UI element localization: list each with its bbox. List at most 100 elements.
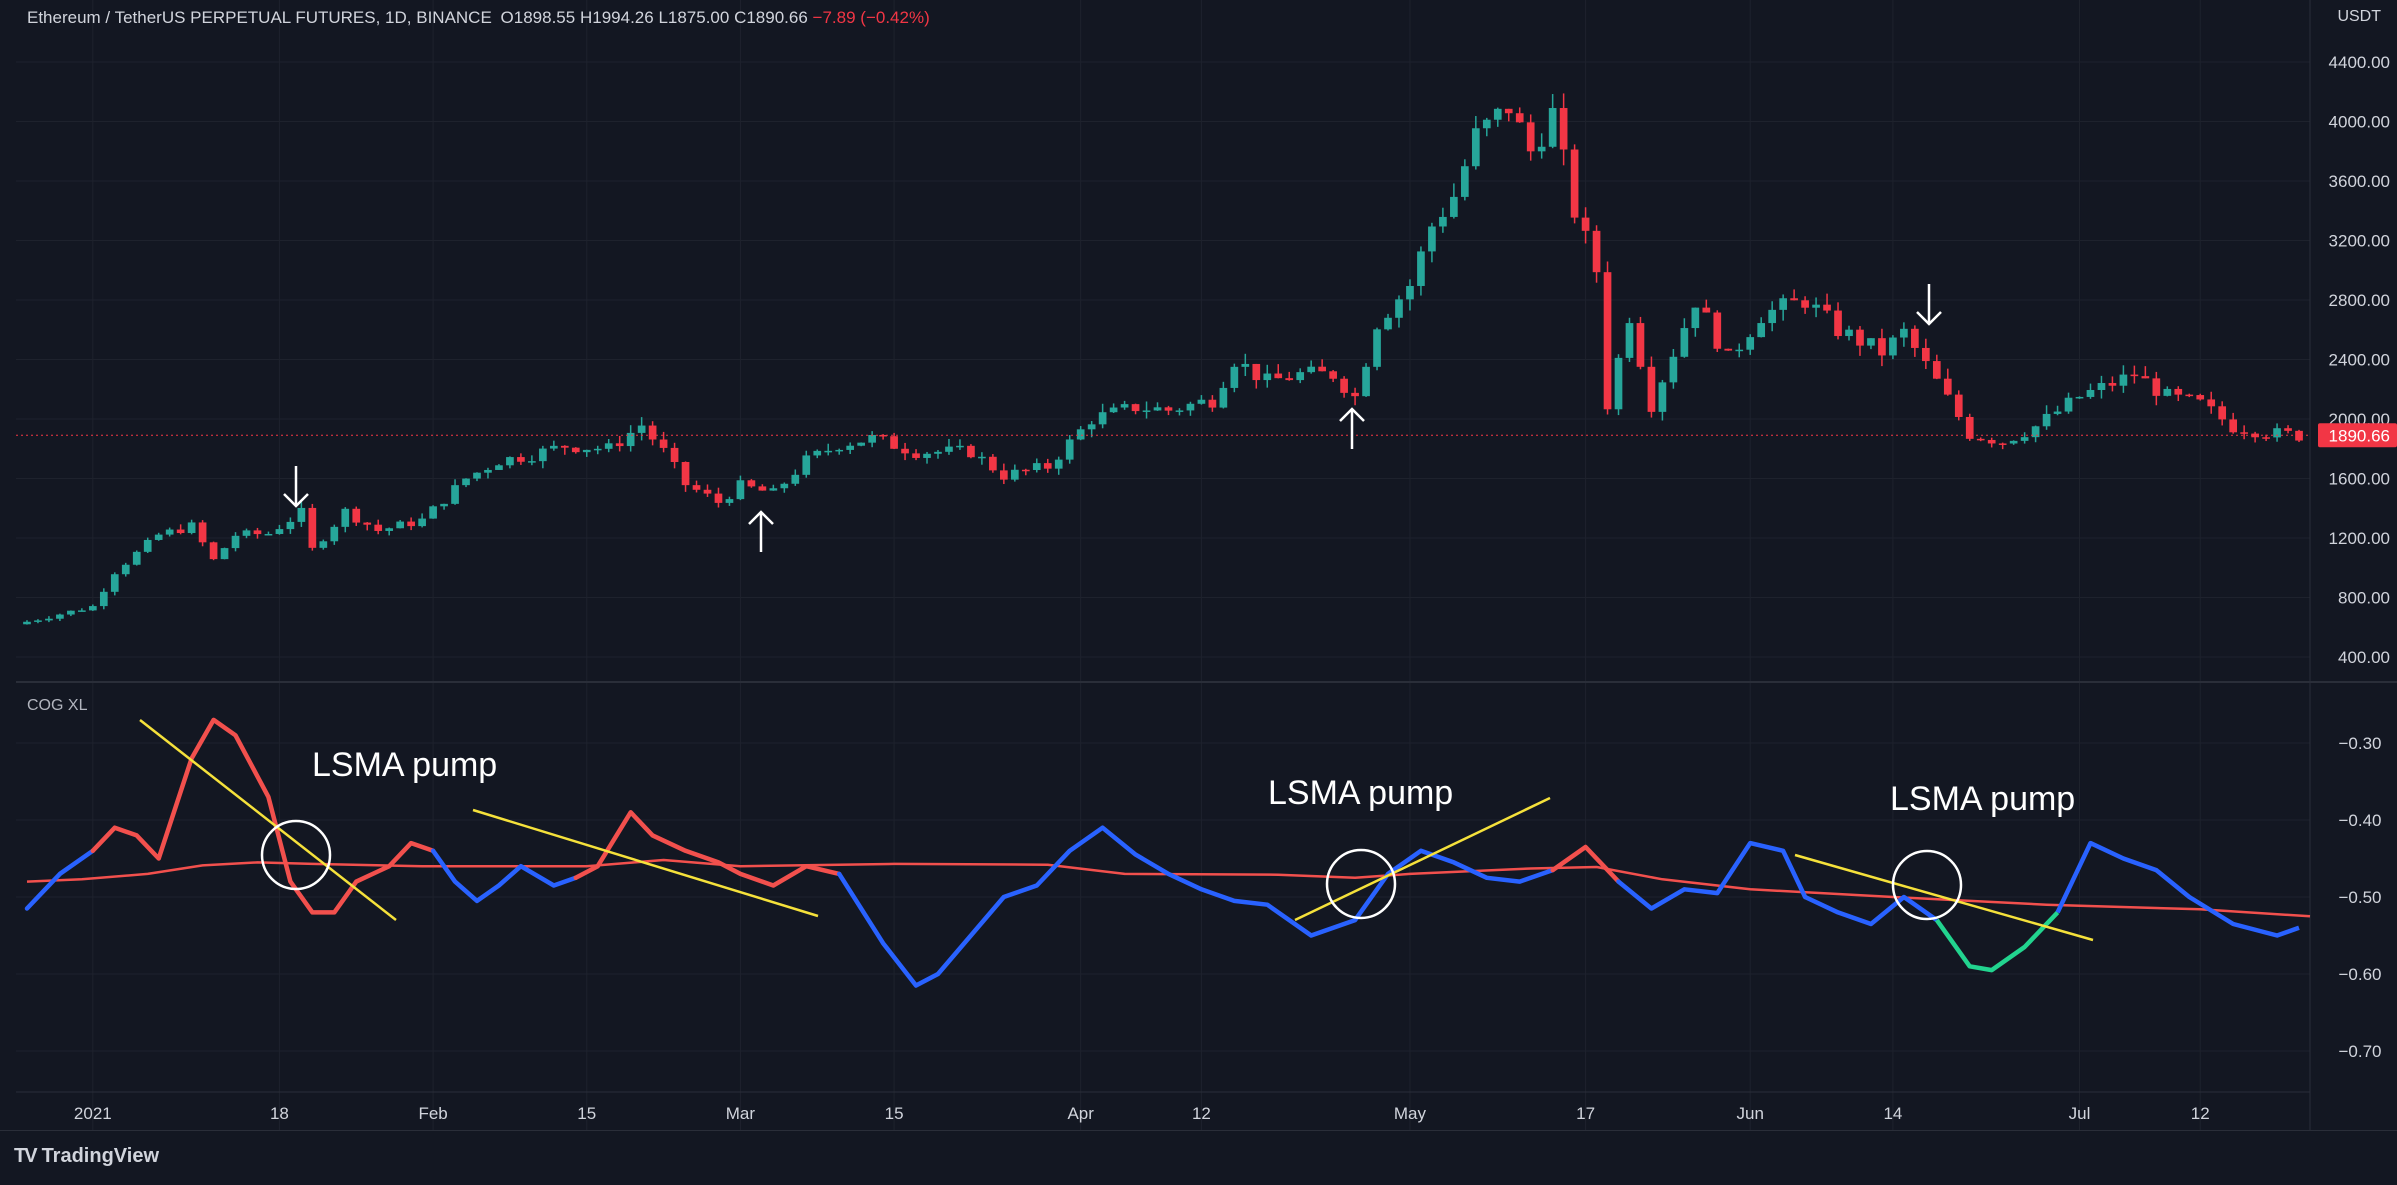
time-tick-label: Feb (418, 1104, 447, 1123)
candle-body (506, 457, 514, 466)
candle-body (1801, 300, 1809, 308)
arrow-down-head-icon (283, 493, 309, 508)
candle-body (1845, 329, 1853, 337)
candle-body (659, 439, 668, 448)
price-tick-label: 1200.00 (2329, 529, 2390, 548)
candle-body (407, 521, 415, 527)
candle-body (1318, 366, 1326, 372)
candle-body (1976, 438, 1985, 441)
cog-axis: −0.30 −0.40 −0.50 −0.60 −0.70 (2338, 734, 2381, 1061)
high-value: H1994.26 (579, 8, 654, 27)
candle-body (1702, 307, 1711, 313)
candle-body (1043, 463, 1052, 469)
candle-body (1603, 272, 1612, 410)
time-tick-label: 17 (1576, 1104, 1595, 1123)
candle-body (1746, 337, 1755, 350)
indicator-name[interactable]: COG XL (27, 697, 88, 714)
candle-body (165, 529, 174, 535)
candle-body (2086, 390, 2095, 397)
candle-body (143, 539, 152, 552)
candle-body (1921, 347, 1930, 362)
time-tick-label: Mar (726, 1104, 756, 1123)
candle-body (1735, 349, 1744, 352)
candle-body (1241, 363, 1250, 367)
candle-body (2284, 428, 2292, 431)
candle-body (890, 436, 898, 449)
candle-body (1395, 299, 1403, 318)
candle-body (802, 455, 811, 475)
candle-body (1000, 470, 1008, 480)
candle-body (1856, 329, 1864, 346)
candle-body (1943, 378, 1952, 395)
candle-body (615, 443, 624, 447)
cog-tick-label: −0.70 (2338, 1042, 2381, 1061)
candle-body (2064, 397, 2073, 412)
price-tick-label: 4000.00 (2329, 113, 2390, 132)
tradingview-logo-icon: TV (14, 1145, 38, 1167)
candle-body (912, 453, 920, 458)
candle-body (67, 610, 75, 615)
candle-body (286, 521, 295, 530)
candle-body (2207, 399, 2216, 407)
cog-tick-label: −0.60 (2338, 965, 2381, 984)
candle-body (2031, 426, 2040, 438)
candle-body (582, 449, 591, 453)
candle-body (2251, 433, 2259, 438)
candle-body (209, 542, 218, 560)
candle-body (692, 485, 701, 490)
cog-tick-label: −0.30 (2338, 734, 2381, 753)
candle-body (868, 434, 876, 443)
candle-body (2174, 388, 2183, 395)
cog-line-segment (24, 848, 96, 911)
tradingview-brand[interactable]: TV TradingView (14, 1145, 159, 1168)
candle-body (1131, 404, 1140, 412)
candle-body (1351, 392, 1359, 397)
candle-body (2020, 437, 2029, 441)
candle-body (978, 456, 986, 459)
candle-body (374, 524, 383, 531)
candle-body (418, 518, 426, 527)
cog-signal-line (26, 858, 2311, 918)
candle-body (88, 606, 97, 611)
candle-body (2229, 419, 2238, 433)
candle-body (1823, 304, 1831, 311)
candle-body (714, 493, 723, 503)
candle-body (1285, 378, 1294, 381)
candle-body (1515, 113, 1524, 123)
candle-body (352, 508, 361, 523)
candle-body (681, 462, 690, 486)
candle-body (275, 529, 284, 534)
candle-body (1109, 407, 1118, 413)
candle-body (451, 485, 459, 504)
candle-body (2075, 396, 2084, 399)
candle-body (1263, 373, 1272, 381)
candle-body (1724, 348, 1733, 351)
candle-body (2262, 437, 2270, 439)
candle-body (593, 448, 602, 451)
candle-body (1329, 371, 1337, 379)
candle-body (560, 445, 569, 448)
candle-body (857, 442, 865, 446)
candle-body (967, 445, 975, 458)
candle-body (956, 445, 964, 448)
candle-body (1087, 424, 1096, 430)
candle-body (571, 447, 580, 453)
candle-body (396, 521, 405, 529)
candle-body (1570, 149, 1579, 218)
candle-body (1175, 410, 1184, 412)
time-tick-label: Jul (2069, 1104, 2091, 1123)
candle-body (2108, 383, 2117, 386)
cog-line-segment (90, 717, 436, 915)
candle-body (1252, 363, 1261, 381)
candle-body (1340, 378, 1348, 393)
price-tick-label: 4400.00 (2329, 53, 2390, 72)
candle-body (1153, 407, 1162, 411)
candle-body (154, 534, 163, 540)
candle-body (1461, 166, 1469, 197)
candle-body (45, 618, 53, 621)
candle-body (703, 489, 712, 494)
candle-body (297, 507, 306, 522)
cog-line-segment (836, 825, 1555, 988)
candle-body (1911, 328, 1919, 348)
